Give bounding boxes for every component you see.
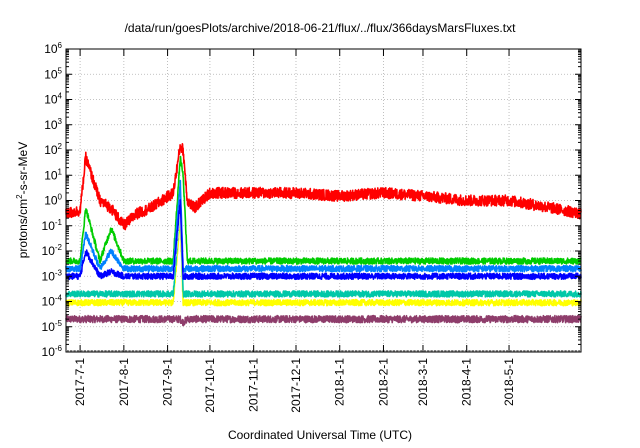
x-tick-label: 2017-8-1 [117, 358, 131, 406]
x-tick-labels: 2017-7-1 2017-8-1 2017-9-1 2017-10-1 2017-11… [73, 358, 516, 413]
y-tick-label: 10-5 [42, 319, 63, 334]
y-tick-label: 10-6 [42, 344, 63, 359]
y-tick-label: 105 [44, 66, 62, 81]
y-tick-label-base: 10 [42, 219, 56, 233]
y-tick-label-base: 10 [44, 168, 58, 182]
series-line [65, 314, 582, 327]
y-axis-label-prefix: protons/cm [16, 198, 30, 259]
y-axis-label-suffix: -s-sr-MeV [16, 141, 30, 195]
y-tick-label-exp: -4 [55, 294, 63, 303]
x-tick-label: 2018-4-1 [460, 358, 474, 406]
y-tick-label-exp: 3 [58, 117, 63, 126]
series-line [65, 217, 582, 307]
y-tick-label-exp: -6 [55, 344, 63, 353]
y-tick-label-base: 10 [42, 345, 56, 359]
y-tick-label: 10-2 [42, 243, 63, 258]
series-layer [65, 143, 582, 327]
y-tick-label-exp: -2 [55, 243, 63, 252]
series-line [65, 155, 582, 265]
y-tick-label-base: 10 [44, 118, 58, 132]
y-tick-label-base: 10 [44, 42, 58, 56]
y-tick-label: 10-3 [42, 268, 63, 283]
x-tick-label: 2017-11-1 [247, 358, 261, 412]
series-line [65, 199, 582, 281]
y-tick-label-base: 10 [44, 194, 58, 208]
y-tick-label: 10-1 [42, 218, 63, 233]
y-tick-label-base: 10 [42, 244, 56, 258]
y-tick-label-base: 10 [42, 295, 56, 309]
y-tick-label-exp: 6 [58, 41, 63, 50]
y-tick-label-exp: 5 [58, 66, 63, 75]
y-tick-label-exp: 1 [58, 167, 63, 176]
y-tick-label-exp: -3 [55, 268, 63, 277]
y-tick-label-base: 10 [44, 93, 58, 107]
series-line [65, 143, 582, 231]
x-tick-label: 2018-1-1 [333, 358, 347, 406]
y-tick-label: 101 [44, 167, 62, 182]
y-axis-label: protons/cm2-s-sr-MeV [15, 141, 30, 259]
y-tick-label: 104 [44, 92, 62, 107]
y-axis-label-sup: 2 [15, 194, 24, 199]
ticks [65, 48, 582, 353]
y-tick-label-exp: 2 [58, 142, 63, 151]
y-tick-label-base: 10 [44, 67, 58, 81]
y-tick-label: 102 [44, 142, 62, 157]
x-tick-label: 2018-2-1 [376, 358, 390, 406]
y-tick-label-exp: 0 [58, 193, 63, 202]
x-tick-label: 2017-12-1 [289, 358, 303, 413]
x-axis-label: Coordinated Universal Time (UTC) [227, 428, 413, 442]
x-tick-label: 2017-9-1 [161, 358, 175, 406]
series-line [65, 206, 582, 298]
chart-title: /data/run/goesPlots/archive/2018-06-21/f… [124, 21, 516, 35]
series-line [65, 179, 582, 273]
y-tick-label: 106 [44, 41, 62, 56]
y-tick-label: 10-4 [42, 294, 63, 309]
y-tick-label-exp: -5 [55, 319, 63, 328]
x-tick-label: 2017-7-1 [73, 358, 87, 406]
x-tick-label: 2018-3-1 [416, 358, 430, 406]
y-tick-label-exp: 4 [58, 92, 63, 101]
x-tick-label: 2018-5-1 [502, 358, 516, 406]
x-tick-label: 2017-10-1 [203, 358, 217, 413]
y-tick-label-exp: -1 [55, 218, 63, 227]
y-tick-label-base: 10 [42, 320, 56, 334]
y-tick-label: 103 [44, 117, 62, 132]
y-tick-label-base: 10 [44, 143, 58, 157]
y-tick-label: 100 [44, 193, 62, 208]
y-tick-label-base: 10 [42, 269, 56, 283]
y-tick-labels: 10-610-510-410-310-210-11001011021031041… [42, 41, 63, 359]
